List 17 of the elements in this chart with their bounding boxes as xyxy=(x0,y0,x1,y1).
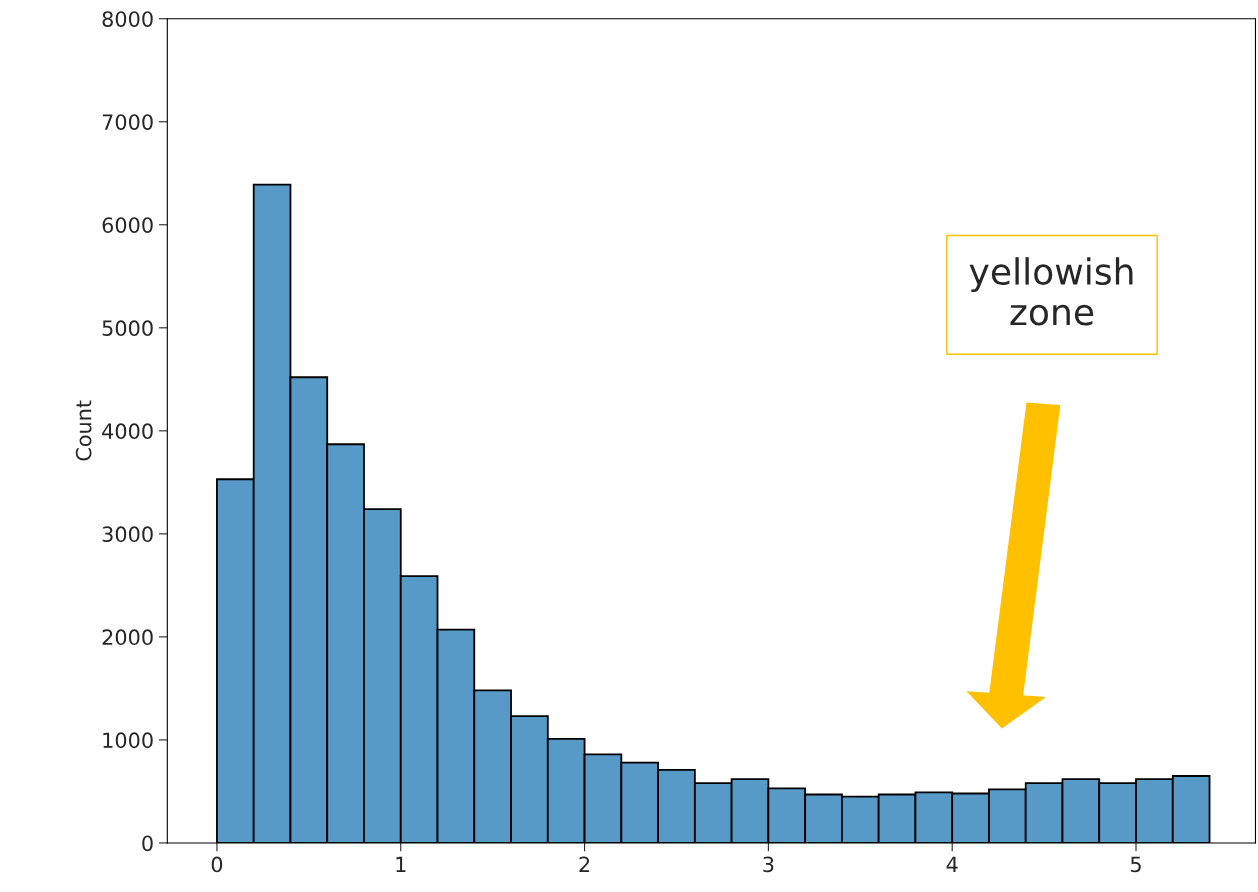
y-tick-label: 6000 xyxy=(102,217,153,233)
y-tick-label: 3000 xyxy=(102,526,153,543)
y-tick-label: 1000 xyxy=(103,732,153,749)
x-tick-label: 5 xyxy=(1130,856,1141,873)
y-tick-label: 8000 xyxy=(102,11,153,27)
x-tick-label: 4 xyxy=(946,856,958,872)
x-tick-label: 0 xyxy=(211,856,223,873)
x-tick-label: 3 xyxy=(763,856,774,873)
y-tick-label: 2000 xyxy=(102,629,153,646)
x-tick-label: 2 xyxy=(579,856,590,872)
y-tick-label: 0 xyxy=(142,835,153,852)
y-tick-label: 5000 xyxy=(102,320,153,337)
annotation: yellowish zone xyxy=(969,257,1133,326)
y-axis-title: Count xyxy=(75,400,92,461)
y-tick-label: 4000 xyxy=(102,423,153,440)
y-tick-label: 7000 xyxy=(102,114,153,130)
x-tick-label: 1 xyxy=(396,856,406,872)
